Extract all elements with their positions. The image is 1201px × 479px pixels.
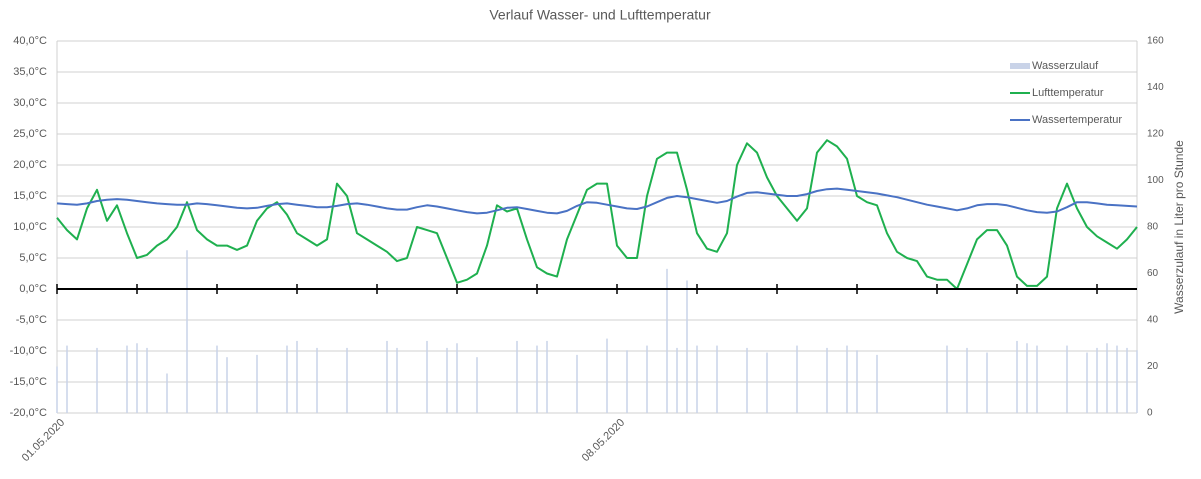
y2-tick-label: 140 bbox=[1147, 82, 1164, 93]
y-tick-label: 40,0°C bbox=[13, 35, 47, 47]
bar bbox=[826, 347, 828, 413]
bar bbox=[536, 345, 538, 413]
y-tick-label: 25,0°C bbox=[13, 128, 47, 140]
bar bbox=[606, 338, 608, 413]
bar bbox=[216, 345, 218, 413]
line bbox=[56, 139, 1138, 290]
bar bbox=[456, 343, 458, 413]
bar bbox=[1036, 345, 1038, 413]
bar bbox=[856, 350, 858, 413]
y2-tick-label: 80 bbox=[1147, 222, 1159, 233]
bar bbox=[386, 340, 388, 413]
bar bbox=[766, 352, 768, 413]
y-tick-label: -10,0°C bbox=[10, 345, 47, 357]
x-tick-label: 01.05.2020 bbox=[20, 417, 67, 464]
y2-tick-label: 40 bbox=[1147, 315, 1159, 326]
bar bbox=[1096, 347, 1098, 413]
bar bbox=[626, 350, 628, 413]
y-tick-label: 30,0°C bbox=[13, 97, 47, 109]
y2-tick-label: 160 bbox=[1147, 36, 1164, 47]
y-tick-label: 0,0°C bbox=[19, 283, 47, 295]
legend-label: Lufttemperatur bbox=[1032, 87, 1104, 99]
x-tick-label: 08.05.2020 bbox=[580, 417, 627, 464]
y-tick-label: 20,0°C bbox=[13, 159, 47, 171]
bar bbox=[546, 340, 548, 413]
bar bbox=[346, 347, 348, 413]
bar bbox=[1086, 352, 1088, 413]
legend: Wasserzulauf Lufttemperatur Wassertemperat… bbox=[1010, 60, 1122, 126]
bar bbox=[1066, 345, 1068, 413]
bar bbox=[396, 347, 398, 413]
bar bbox=[676, 347, 678, 413]
bar bbox=[986, 352, 988, 413]
bar bbox=[1106, 343, 1108, 413]
y-tick-label: -20,0°C bbox=[10, 407, 47, 419]
bar bbox=[1126, 347, 1128, 413]
y-tick-label: 5,0°C bbox=[19, 252, 47, 264]
bar bbox=[1116, 345, 1118, 413]
bar bbox=[516, 340, 518, 413]
bar bbox=[686, 280, 688, 413]
bar bbox=[966, 347, 968, 413]
bar bbox=[716, 345, 718, 413]
bar bbox=[1016, 340, 1018, 413]
bar bbox=[146, 347, 148, 413]
bar bbox=[166, 373, 168, 413]
bar bbox=[576, 354, 578, 413]
bar bbox=[66, 345, 68, 413]
legend-swatch bbox=[1010, 63, 1030, 69]
y-tick-label: 35,0°C bbox=[13, 66, 47, 78]
y-tick-label: 15,0°C bbox=[13, 190, 47, 202]
bar bbox=[476, 357, 478, 413]
y-tick-label: -5,0°C bbox=[16, 314, 47, 326]
bar bbox=[426, 340, 428, 413]
y2-tick-label: 100 bbox=[1147, 175, 1164, 186]
bar bbox=[126, 345, 128, 413]
legend-label: Wasserzulauf bbox=[1032, 60, 1099, 72]
bar bbox=[876, 354, 878, 413]
bar bbox=[226, 357, 228, 413]
bar bbox=[136, 343, 138, 413]
bar bbox=[446, 347, 448, 413]
bar bbox=[946, 345, 948, 413]
y2-tick-label: 60 bbox=[1147, 268, 1159, 279]
bar bbox=[846, 345, 848, 413]
bar bbox=[646, 345, 648, 413]
bar bbox=[1136, 350, 1138, 413]
bar bbox=[286, 345, 288, 413]
chart-title: Verlauf Wasser- und Lufttemperatur bbox=[489, 7, 711, 23]
bar bbox=[56, 366, 58, 413]
y2-axis-label: Wasserzulauf in Liter pro Stunde bbox=[1172, 140, 1186, 314]
y2-tick-label: 20 bbox=[1147, 361, 1159, 372]
legend-label: Wassertemperatur bbox=[1032, 114, 1122, 126]
bar bbox=[96, 347, 98, 413]
y2-tick-label: 0 bbox=[1147, 408, 1153, 419]
bar bbox=[186, 250, 188, 413]
bar bbox=[256, 354, 258, 413]
bar bbox=[1026, 343, 1028, 413]
bar bbox=[696, 345, 698, 413]
bar bbox=[316, 347, 318, 413]
y-tick-label: -15,0°C bbox=[10, 376, 47, 388]
y2-tick-label: 120 bbox=[1147, 129, 1164, 140]
y-tick-label: 10,0°C bbox=[13, 221, 47, 233]
bar bbox=[796, 345, 798, 413]
bar bbox=[666, 268, 668, 413]
line bbox=[56, 187, 1138, 215]
bar bbox=[296, 340, 298, 413]
bar bbox=[746, 347, 748, 413]
